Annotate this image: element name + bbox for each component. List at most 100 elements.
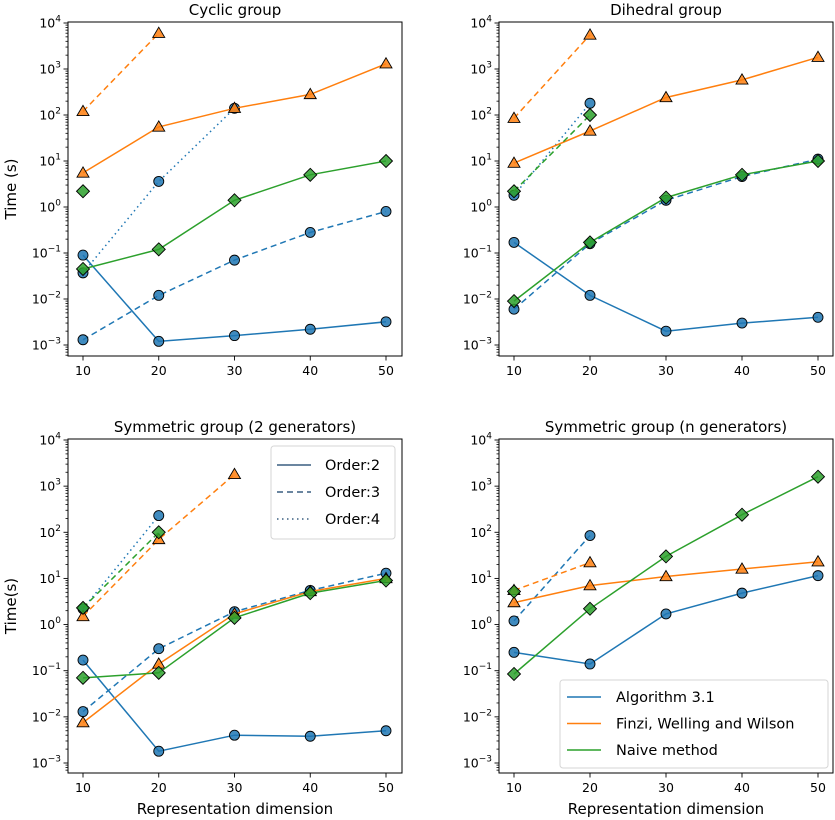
data-point-diamond	[303, 586, 318, 601]
legend-label: Finzi, Welling and Wilson	[616, 717, 794, 733]
y-tick-label: 10−2	[463, 708, 492, 724]
y-tick-label: 104	[470, 432, 492, 448]
series-algorithm-order-3	[77, 206, 392, 346]
data-point-diamond	[227, 193, 242, 208]
series-algorithm-order-2	[77, 249, 392, 347]
data-point-triangle	[379, 56, 393, 69]
series-line	[82, 210, 387, 341]
series-line	[513, 34, 591, 119]
series-algorithm-order-4	[508, 97, 596, 201]
data-point-diamond	[303, 167, 318, 182]
legend-orders: Order:2 Order:3 Order:4	[270, 445, 396, 540]
data-point-circle	[304, 323, 316, 335]
legend-box	[270, 445, 396, 540]
data-point-triangle	[659, 569, 673, 582]
data-point-circle	[736, 587, 748, 599]
data-point-circle	[77, 249, 89, 261]
series-algorithm-order-3	[508, 153, 824, 315]
y-tick-label: 104	[39, 432, 61, 448]
y-axis-label: Time (s)	[2, 159, 20, 221]
panel-title: Dihedral group	[610, 1, 722, 19]
series-naive-order-3	[75, 184, 91, 199]
data-point-triangle	[76, 609, 90, 622]
data-point-diamond	[151, 242, 166, 257]
series-naive-order-2	[75, 153, 394, 277]
data-point-circle	[304, 730, 316, 742]
data-point-diamond	[378, 153, 394, 169]
data-point-circle	[812, 570, 824, 582]
y-tick-label: 100	[39, 616, 61, 632]
data-point-circle	[736, 317, 748, 329]
series-line	[513, 574, 819, 665]
data-point-diamond	[810, 153, 826, 169]
x-tick-label: 50	[810, 363, 826, 378]
data-point-circle	[77, 706, 89, 718]
panel-title: Symmetric group (2 generators)	[114, 418, 356, 436]
data-point-triangle	[151, 26, 166, 38]
data-point-circle	[380, 725, 392, 737]
y-tick-label: 10−1	[463, 662, 492, 678]
data-point-triangle	[659, 90, 673, 103]
y-tick-label: 10−3	[463, 755, 492, 771]
series-line	[82, 160, 387, 270]
data-point-triangle	[583, 124, 597, 136]
series-finzi-order-3	[507, 555, 597, 596]
data-point-circle	[304, 226, 316, 238]
panel-title: Symmetric group (n generators)	[545, 418, 787, 436]
data-point-diamond	[378, 573, 394, 588]
data-point-diamond	[75, 261, 91, 277]
x-tick-label: 40	[734, 363, 750, 378]
x-tick-label: 40	[302, 363, 318, 378]
y-tick-label: 101	[470, 153, 492, 169]
series-naive-order-2	[506, 469, 826, 682]
y-tick-label: 102	[39, 524, 61, 540]
data-point-circle	[153, 643, 165, 655]
data-point-triangle	[227, 101, 242, 113]
data-point-triangle	[811, 50, 825, 62]
series-finzi-order-3	[76, 26, 166, 117]
series-naive-order-2	[506, 153, 826, 309]
data-point-circle	[584, 658, 596, 670]
data-point-triangle	[76, 715, 90, 728]
x-tick-label: 40	[302, 780, 318, 795]
series-line	[82, 63, 387, 174]
y-tick-label: 103	[470, 61, 492, 77]
data-point-triangle	[227, 467, 242, 480]
legend-label: Order:2	[325, 458, 380, 474]
data-point-diamond	[151, 525, 166, 540]
data-point-diamond	[151, 665, 166, 680]
data-point-diamond	[506, 184, 522, 199]
data-point-circle	[380, 206, 392, 217]
legend-label: Algorithm 3.1	[616, 690, 715, 706]
data-point-triangle	[76, 166, 90, 178]
data-point-circle	[153, 289, 165, 301]
y-tick-label: 10−2	[32, 291, 61, 307]
series-line	[82, 572, 387, 713]
series-algorithm-order-2	[508, 236, 824, 337]
y-tick-label: 100	[39, 199, 61, 215]
y-tick-label: 10−1	[32, 245, 61, 261]
data-point-diamond	[75, 600, 91, 616]
y-tick-label: 10−3	[463, 337, 492, 353]
data-point-circle	[584, 97, 596, 109]
y-tick-label: 103	[39, 478, 61, 494]
data-point-diamond	[582, 601, 598, 616]
data-point-diamond	[582, 107, 598, 123]
series-line	[513, 535, 591, 622]
x-tick-label: 20	[582, 363, 598, 378]
x-tick-label: 50	[378, 363, 394, 378]
data-point-diamond	[506, 293, 522, 309]
legend-label: Order:4	[325, 512, 380, 528]
x-tick-label: 30	[227, 363, 243, 378]
data-point-circle	[153, 175, 165, 187]
series-finzi-order-3	[76, 467, 242, 622]
y-tick-label: 10−1	[32, 662, 61, 678]
series-line	[82, 579, 387, 679]
x-tick-label: 50	[810, 780, 826, 795]
data-point-circle	[77, 654, 89, 666]
x-tick-label: 10	[506, 363, 522, 378]
series-line	[82, 473, 235, 617]
x-tick-label: 10	[75, 780, 91, 795]
y-tick-label: 102	[39, 107, 61, 123]
